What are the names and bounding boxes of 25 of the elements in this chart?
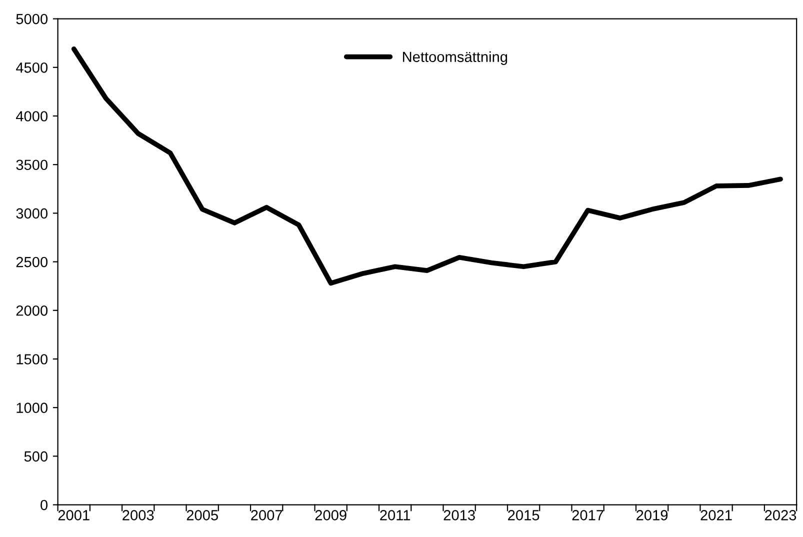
y-tick-label: 3500 — [16, 160, 48, 170]
x-tick-label: 2011 — [380, 510, 410, 520]
y-tick-label: 4500 — [16, 62, 48, 73]
y-tick-label: 1500 — [16, 354, 48, 364]
y-tick-label: 3000 — [16, 208, 48, 219]
x-tick-label: 2021 — [700, 510, 732, 520]
y-tick-label: 2000 — [16, 305, 48, 316]
x-tick-label: 2003 — [122, 510, 154, 520]
legend-label: Nettoomsättning — [403, 51, 508, 65]
y-tick-label: 500 — [24, 451, 48, 462]
x-tick-label: 2019 — [636, 510, 668, 520]
x-tick-label: 2001 — [58, 510, 90, 520]
x-tick-label: 2017 — [572, 510, 604, 520]
x-tick-label: 2005 — [186, 510, 218, 520]
y-tick-label: 2500 — [16, 256, 48, 268]
x-tick-label: 2009 — [315, 510, 346, 520]
x-tick-label: 2023 — [765, 510, 796, 520]
x-tick-label: 2015 — [508, 510, 540, 520]
y-tick-label: 4000 — [16, 111, 48, 122]
y-tick-label: 1000 — [16, 402, 48, 414]
x-tick-label: 2013 — [444, 510, 475, 520]
x-tick-label: 2007 — [251, 510, 282, 520]
line-series — [71, 46, 783, 286]
y-tick-label: 0 — [40, 500, 48, 510]
y-tick-label: 5000 — [16, 14, 48, 24]
